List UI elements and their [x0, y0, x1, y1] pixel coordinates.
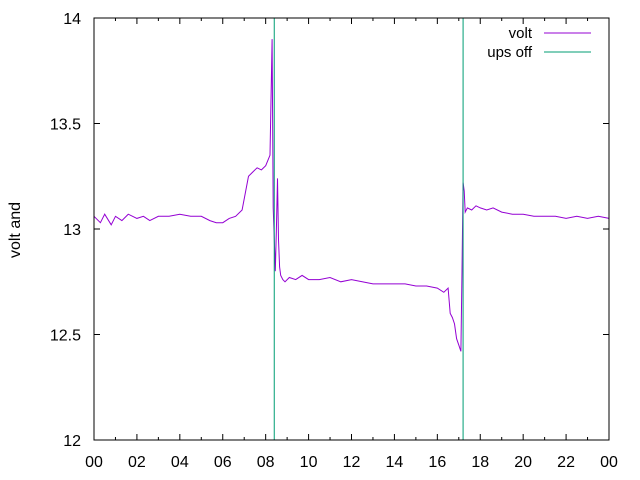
x-tick-label: 02	[128, 454, 146, 471]
x-tick-label: 16	[428, 454, 446, 471]
legend-label: volt	[509, 25, 533, 42]
x-tick-label: 04	[171, 454, 189, 471]
y-axis-title: volt and	[7, 202, 24, 258]
x-tick-label: 06	[214, 454, 232, 471]
legend: volt ups off	[487, 25, 591, 61]
y-tick-label: 12	[63, 433, 81, 450]
x-tick-label: 18	[471, 454, 489, 471]
y-tick-label: 13	[63, 222, 81, 239]
x-tick-label: 00	[600, 454, 618, 471]
x-tick-label: 08	[257, 454, 275, 471]
x-tick-label: 14	[386, 454, 404, 471]
plot-frame	[93, 17, 610, 441]
x-tick-label: 00	[85, 454, 103, 471]
x-tick-label: 22	[557, 454, 575, 471]
y-tick-label: 12.5	[50, 328, 81, 345]
x-tick-label: 10	[300, 454, 318, 471]
y-tick-label: 14	[63, 11, 81, 28]
volt-series-line	[93, 39, 610, 352]
y-tick-label: 13.5	[50, 117, 81, 134]
x-tick-label: 12	[343, 454, 361, 471]
series-layer	[93, 18, 610, 440]
legend-label: ups off	[487, 44, 533, 61]
x-tick-label: 20	[514, 454, 532, 471]
axes: 12 12.5 13 13.5 14 00 02 04 06 08 10 12 14 16 18 20 22 00	[50, 11, 618, 471]
